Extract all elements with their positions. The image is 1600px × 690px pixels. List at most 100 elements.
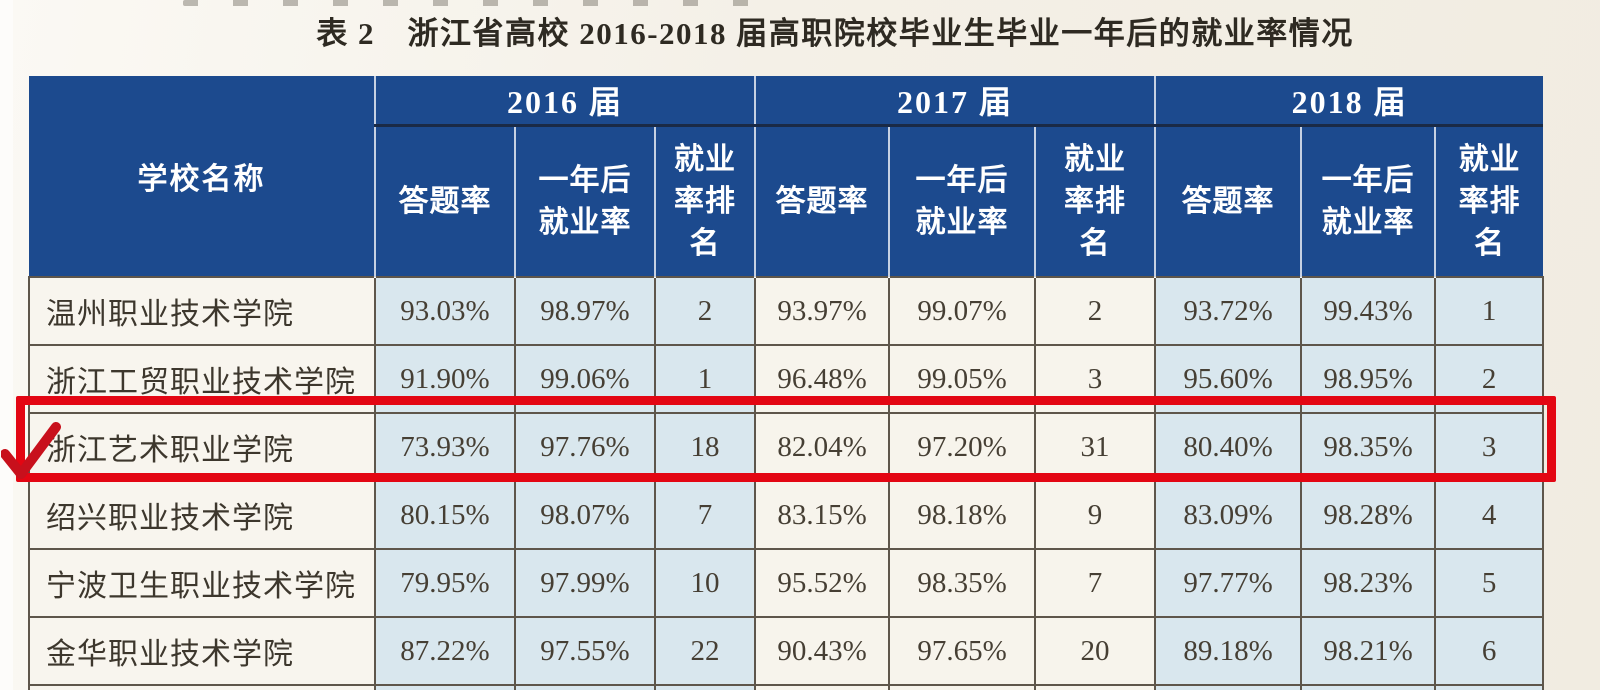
table-header: 学校名称 2016 届 2017 届 2018 届 答题率 一年后 就业率 就业… <box>29 76 1544 277</box>
value-cell: 93.03% <box>374 276 516 346</box>
subheader-2017-employment-rate: 一年后 就业率 <box>888 125 1036 277</box>
value-cell: 80.15% <box>374 480 516 550</box>
value-cell: 80.40% <box>1154 412 1303 482</box>
value-cell: 99.43% <box>1300 276 1437 346</box>
value-cell: 18 <box>653 412 757 482</box>
value-cell: 95.52% <box>754 548 891 618</box>
table-caption: 表 2 浙江省高校 2016-2018 届高职院校毕业生毕业一年后的就业率情况 <box>316 16 1354 51</box>
school-name-cell: 温州职业技术学院 <box>28 276 376 346</box>
subheader-2016-employment-rank: 就业 率排 名 <box>653 125 756 277</box>
value-cell: 73.93% <box>374 412 516 482</box>
value-cell <box>1300 684 1437 690</box>
value-cell: 3 <box>1034 344 1157 414</box>
table-row: 温州职业技术学院 93.03% 98.97% 2 93.97% 99.07% 2… <box>28 276 1545 346</box>
value-cell <box>653 684 757 690</box>
table-row-highlighted: 浙江艺术职业学院 73.93% 97.76% 18 82.04% 97.20% … <box>28 412 1545 482</box>
value-cell <box>1034 684 1157 690</box>
value-cell: 97.55% <box>514 616 656 686</box>
column-header-year-2017: 2017 届 <box>754 76 1156 127</box>
value-cell: 98.23% <box>1300 548 1437 618</box>
value-cell: 7 <box>1034 548 1157 618</box>
value-cell: 83.15% <box>754 480 891 550</box>
value-cell: 79.95% <box>374 548 516 618</box>
value-cell: 97.77% <box>1154 548 1303 618</box>
value-cell: 93.97% <box>754 276 891 346</box>
page-edge-strip <box>0 0 13 690</box>
value-cell: 98.18% <box>888 480 1037 550</box>
value-cell: 97.65% <box>888 616 1037 686</box>
value-cell: 95.60% <box>1154 344 1303 414</box>
subheader-2018-employment-rate: 一年后 就业率 <box>1300 125 1436 277</box>
column-header-year-2016: 2016 届 <box>373 76 756 127</box>
value-cell: 10 <box>653 548 757 618</box>
value-cell <box>1154 684 1303 690</box>
value-cell: 6 <box>1434 616 1545 686</box>
value-cell: 20 <box>1034 616 1157 686</box>
value-cell: 99.06% <box>514 344 656 414</box>
value-cell: 96.48% <box>754 344 891 414</box>
school-name-cell <box>28 684 376 690</box>
value-cell: 7 <box>653 480 757 550</box>
value-cell: 98.95% <box>1300 344 1437 414</box>
value-cell <box>514 684 656 690</box>
value-cell: 83.09% <box>1154 480 1303 550</box>
column-header-school: 学校名称 <box>29 76 376 277</box>
sub-header-row: 答题率 一年后 就业率 就业 率排 名 答题率 一年后 就业率 就业 率排 名 … <box>29 125 1544 277</box>
subheader-2018-employment-rank: 就业 率排 名 <box>1434 125 1544 277</box>
table-body: 温州职业技术学院 93.03% 98.97% 2 93.97% 99.07% 2… <box>28 276 1545 690</box>
value-cell: 3 <box>1434 412 1545 482</box>
value-cell: 22 <box>653 616 757 686</box>
cropped-text-remnant <box>183 0 783 6</box>
value-cell: 97.99% <box>514 548 656 618</box>
value-cell: 98.35% <box>888 548 1037 618</box>
value-cell: 98.35% <box>1300 412 1437 482</box>
school-name-cell: 浙江工贸职业技术学院 <box>28 344 376 414</box>
subheader-2016-employment-rate: 一年后 就业率 <box>514 125 655 277</box>
value-cell: 98.21% <box>1300 616 1437 686</box>
value-cell: 2 <box>1434 344 1545 414</box>
value-cell: 99.05% <box>888 344 1037 414</box>
checkmark-icon <box>1 422 61 479</box>
value-cell: 91.90% <box>374 344 516 414</box>
school-name-cell: 浙江艺术职业学院 <box>28 412 376 482</box>
value-cell: 4 <box>1434 480 1545 550</box>
school-name-cell: 宁波卫生职业技术学院 <box>28 548 376 618</box>
school-name-cell: 金华职业技术学院 <box>28 616 376 686</box>
school-name-cell: 绍兴职业技术学院 <box>28 480 376 550</box>
column-header-year-2018: 2018 届 <box>1154 76 1544 127</box>
table-row: 金华职业技术学院 87.22% 97.55% 22 90.43% 97.65% … <box>28 616 1545 686</box>
value-cell: 1 <box>653 344 757 414</box>
value-cell <box>1434 684 1545 690</box>
value-cell <box>888 684 1037 690</box>
value-cell <box>754 684 891 690</box>
value-cell: 93.72% <box>1154 276 1303 346</box>
subheader-2016-response-rate: 答题率 <box>374 125 515 277</box>
value-cell: 9 <box>1034 480 1157 550</box>
value-cell: 87.22% <box>374 616 516 686</box>
value-cell: 99.07% <box>888 276 1037 346</box>
value-cell <box>374 684 516 690</box>
value-cell: 1 <box>1434 276 1545 346</box>
value-cell: 31 <box>1034 412 1157 482</box>
table-row: 浙江工贸职业技术学院 91.90% 99.06% 1 96.48% 99.05%… <box>28 344 1545 414</box>
employment-rate-table: 学校名称 2016 届 2017 届 2018 届 答题率 一年后 就业率 就业… <box>28 76 1545 690</box>
table-row-cropped <box>28 684 1545 690</box>
value-cell: 98.97% <box>514 276 656 346</box>
value-cell: 97.76% <box>514 412 656 482</box>
value-cell: 82.04% <box>754 412 891 482</box>
subheader-2017-response-rate: 答题率 <box>754 125 890 277</box>
table-row: 绍兴职业技术学院 80.15% 98.07% 7 83.15% 98.18% 9… <box>28 480 1545 550</box>
value-cell: 5 <box>1434 548 1545 618</box>
subheader-2018-response-rate: 答题率 <box>1154 125 1302 277</box>
year-header-row: 学校名称 2016 届 2017 届 2018 届 <box>29 76 1544 277</box>
subheader-2017-employment-rank: 就业 率排 名 <box>1034 125 1156 277</box>
table-row: 宁波卫生职业技术学院 79.95% 97.99% 10 95.52% 98.35… <box>28 548 1545 618</box>
value-cell: 2 <box>1034 276 1157 346</box>
value-cell: 2 <box>653 276 757 346</box>
value-cell: 89.18% <box>1154 616 1303 686</box>
value-cell: 98.28% <box>1300 480 1437 550</box>
value-cell: 90.43% <box>754 616 891 686</box>
value-cell: 97.20% <box>888 412 1037 482</box>
value-cell: 98.07% <box>514 480 656 550</box>
